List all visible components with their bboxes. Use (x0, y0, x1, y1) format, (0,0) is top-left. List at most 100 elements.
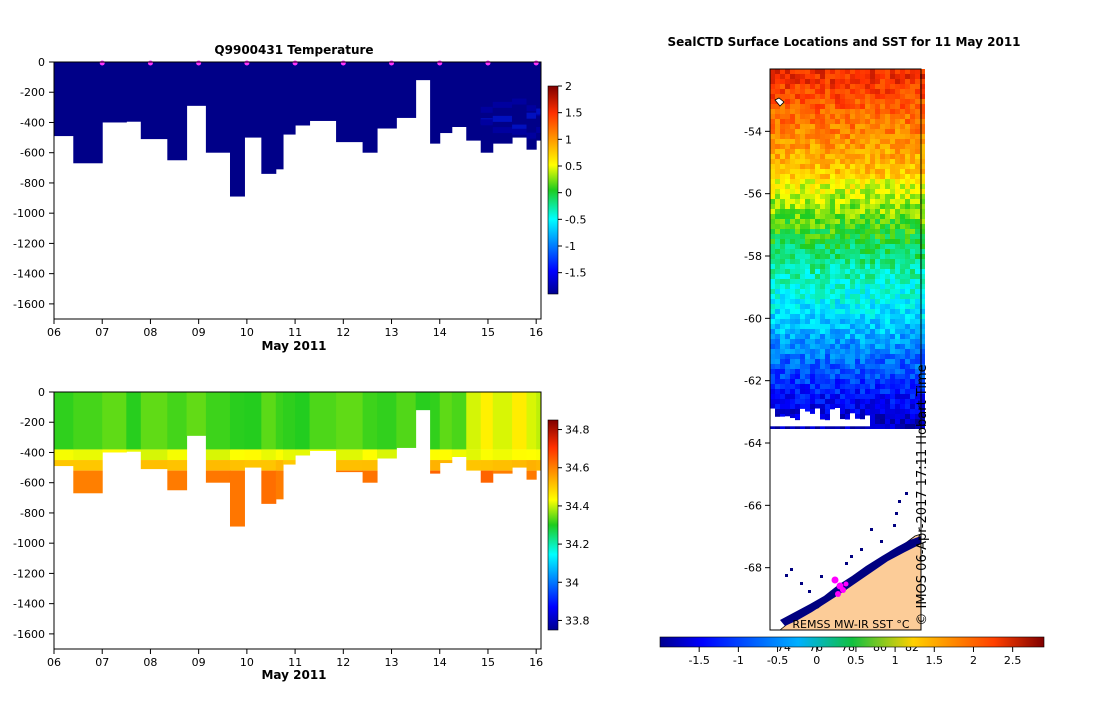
sst-cell (885, 219, 890, 224)
sst-cell (870, 149, 875, 154)
sst-cell (855, 104, 860, 109)
sst-cell (780, 79, 785, 84)
sst-cell (830, 269, 835, 274)
sst-cell (885, 69, 890, 74)
ice-edge-cut (775, 416, 780, 427)
seal-position (843, 581, 849, 587)
sst-cell (785, 74, 790, 79)
salinity-cell (295, 392, 311, 450)
sst-cell (895, 244, 900, 249)
sst-cell (805, 364, 810, 369)
sst-cell (805, 374, 810, 379)
sst-cell (910, 334, 915, 339)
sst-cell (865, 109, 870, 114)
sst-cell (790, 294, 795, 299)
sst-cell (870, 239, 875, 244)
sst-map-frame (769, 68, 922, 631)
sst-cell (870, 144, 875, 149)
sst-cell (840, 424, 845, 429)
sst-cell (830, 124, 835, 129)
sst-cell (885, 294, 890, 299)
sst-cell (820, 94, 825, 99)
sst-cell (845, 114, 850, 119)
sst-cell (895, 334, 900, 339)
sst-cell (845, 249, 850, 254)
salinity-cell (439, 460, 453, 464)
sst-cell (790, 324, 795, 329)
sst-cell (785, 249, 790, 254)
sst-cell (860, 274, 865, 279)
sst-cell (905, 384, 910, 389)
sst-cell (895, 254, 900, 259)
sst-cell (910, 164, 915, 169)
temperature-warm-patch (512, 98, 527, 105)
sst-cell (800, 244, 805, 249)
sst-cell (905, 379, 910, 384)
sst-cell (915, 289, 920, 294)
sst-cell (845, 229, 850, 234)
sst-cell (850, 309, 855, 314)
sst-cell (815, 109, 820, 114)
sst-cell (865, 69, 870, 74)
sst-cell (870, 424, 875, 429)
sst-cell (790, 259, 795, 264)
sst-cell (785, 209, 790, 214)
sst-cell (885, 309, 890, 314)
sst-cell (855, 174, 860, 179)
sst-cell (875, 189, 880, 194)
sst-cell (855, 424, 860, 429)
sst-cell (825, 199, 830, 204)
sst-cell (905, 349, 910, 354)
sst-cell (785, 309, 790, 314)
sst-cell (890, 304, 895, 309)
sst-cell (885, 319, 890, 324)
sst-cell (860, 114, 865, 119)
sst-cell (815, 189, 820, 194)
sst-cell (840, 164, 845, 169)
sst-cell (770, 249, 775, 254)
sst-cell (770, 94, 775, 99)
sst-cell (915, 159, 920, 164)
surface-marker (196, 60, 202, 66)
sst-cell (815, 379, 820, 384)
sst-cell (890, 84, 895, 89)
sst-cell (895, 134, 900, 139)
sst-cell (845, 84, 850, 89)
sst-cell (800, 389, 805, 394)
sst-cell (825, 304, 830, 309)
sst-cell (780, 144, 785, 149)
sst-cell (875, 254, 880, 259)
sst-cell (815, 384, 820, 389)
sst-cell (875, 249, 880, 254)
sst-cell (845, 224, 850, 229)
sst-cell (775, 334, 780, 339)
sst-cell (910, 339, 915, 344)
sst-cell (815, 304, 820, 309)
sst-cell (795, 94, 800, 99)
sst-cell (870, 279, 875, 284)
sst-cell (885, 249, 890, 254)
sst-cell (815, 404, 820, 409)
sst-cell (785, 184, 790, 189)
sst-cell (910, 294, 915, 299)
sst-cell (855, 269, 860, 274)
sst-cell (850, 264, 855, 269)
sst-cell (790, 169, 795, 174)
sst-cell (790, 244, 795, 249)
sst-cell (845, 239, 850, 244)
sst-cell (875, 214, 880, 219)
sst-cell (785, 194, 790, 199)
sst-cell (840, 214, 845, 219)
sst-cell (805, 379, 810, 384)
sst-cell (775, 279, 780, 284)
sst-cell (800, 314, 805, 319)
sst-cell (805, 244, 810, 249)
temperature-colorbar-ticks: 21.510.50-0.5-1-1.5 (558, 80, 586, 280)
sst-cell (800, 374, 805, 379)
sst-cell (845, 74, 850, 79)
sst-cell (890, 364, 895, 369)
sst-cell (810, 224, 815, 229)
sst-cell (825, 89, 830, 94)
sst-cell (800, 199, 805, 204)
sst-cell (905, 289, 910, 294)
